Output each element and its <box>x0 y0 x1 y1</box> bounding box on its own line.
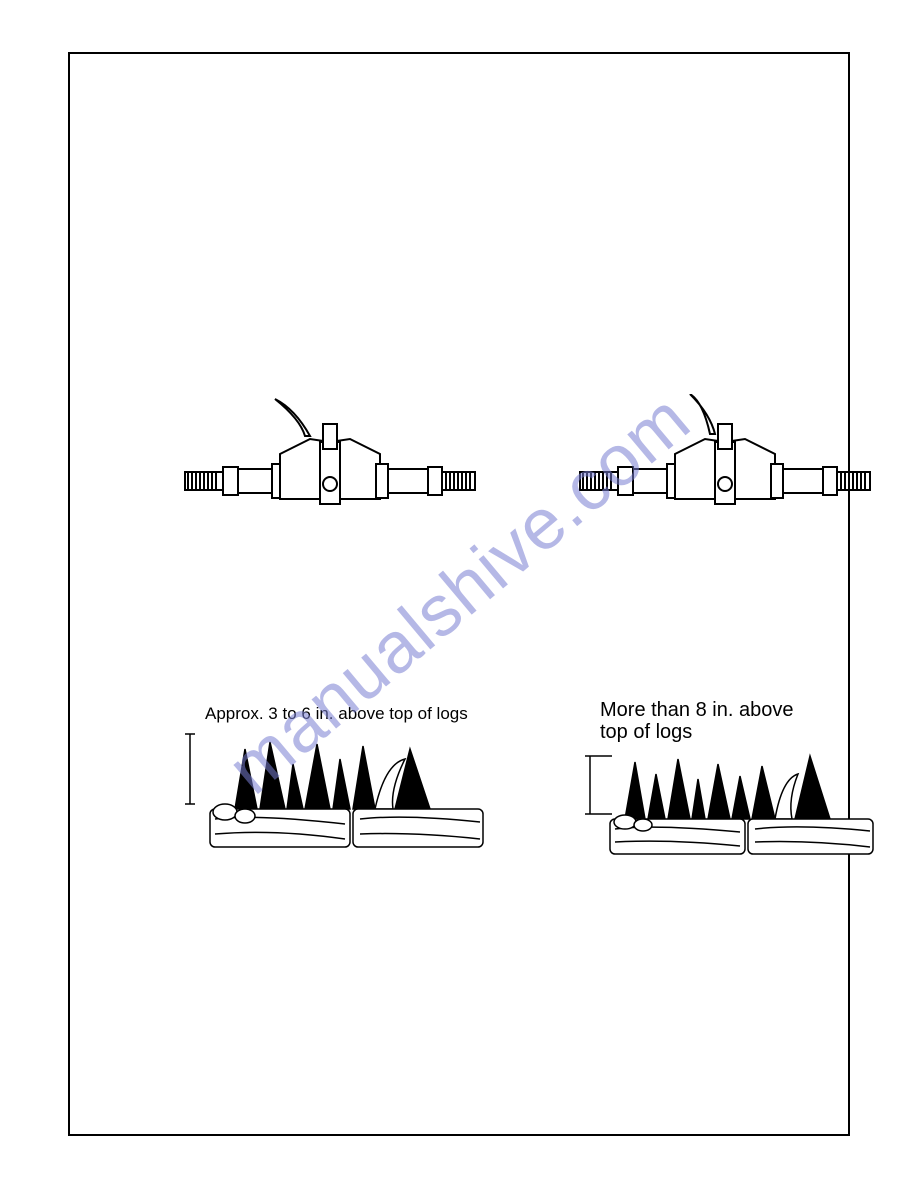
figure-burner-right <box>575 394 875 534</box>
figure-logs-left: Approx. 3 to 6 in. above top of logs <box>175 694 505 874</box>
figure-logs-right: More than 8 in. above top of logs <box>570 694 895 874</box>
figure-burner-left <box>180 394 480 534</box>
page-frame: Approx. 3 to 6 in. above top of logs <box>68 52 850 1136</box>
